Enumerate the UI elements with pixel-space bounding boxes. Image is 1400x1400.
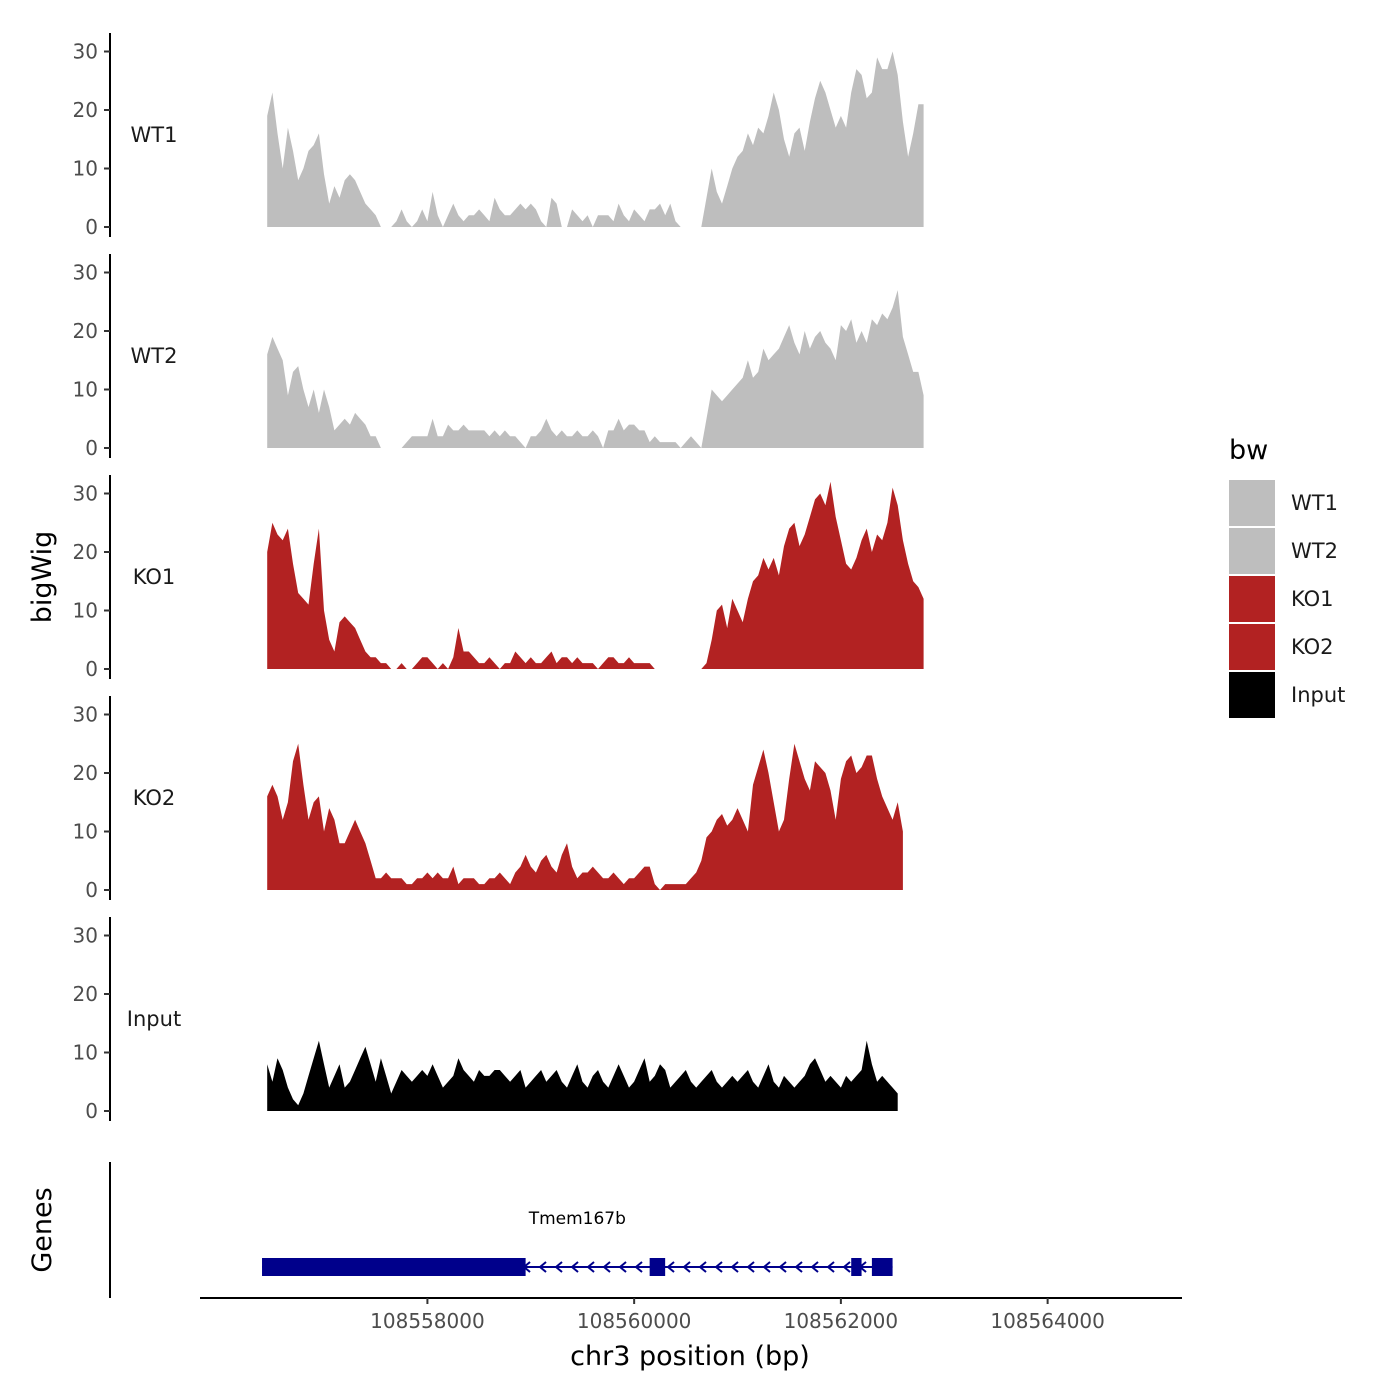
y-tick-label: 10 [73,157,98,181]
track-label-wt1: WT1 [131,123,178,147]
y-tick-label: 10 [73,1041,98,1065]
track-label-ko1: KO1 [133,565,176,589]
y-tick-label: 20 [73,98,98,122]
strand-arrow [682,1261,691,1273]
gene-track: Genes Tmem167b [27,1162,893,1298]
y-tick-label: 30 [73,924,98,948]
x-tick-label: 108562000 [784,1309,899,1333]
y-tick-label: 10 [73,378,98,402]
track-wt2: 0 10 20 30 WT2 [73,254,924,460]
strand-arrow [826,1261,835,1273]
strand-arrow [730,1261,739,1273]
strand-arrow [794,1261,803,1273]
y-tick-label: 30 [73,40,98,64]
strand-arrow [842,1261,851,1273]
y-tick-label: 20 [73,761,98,785]
track-ko1: 0 10 20 30 KO1 [73,475,924,681]
track-label-input: Input [127,1007,181,1031]
y-tick-label: 10 [73,599,98,623]
x-axis: chr3 position (bp) 108558000 108560000 108… [200,1297,1182,1372]
gene-exon [649,1258,666,1276]
signal-area-wt1 [267,51,924,227]
bigwig-tracks: 0 10 20 30 WT1 0 10 20 30 WT2 0 10 20 30 KO1 0 10 20 30 KO2… [73,33,924,1123]
legend-label-ko1: KO1 [1291,587,1334,611]
signal-area-wt2 [267,290,924,448]
legend-label-wt1: WT1 [1291,491,1338,515]
gene-exon [262,1258,526,1276]
strand-arrow [810,1261,819,1273]
y-tick-label: 0 [85,878,98,902]
strand-arrow [698,1261,707,1273]
strand-arrow [602,1261,611,1273]
strand-arrow [554,1261,563,1273]
y-tick-label: 0 [85,1099,98,1123]
y-tick-label: 0 [85,436,98,460]
track-label-wt2: WT2 [131,344,178,368]
y-tick-label: 30 [73,261,98,285]
strand-arrow [538,1261,547,1273]
track-label-ko2: KO2 [133,786,176,810]
strand-arrow [778,1261,787,1273]
x-tick-label: 108564000 [990,1309,1105,1333]
y-tick-label: 20 [73,982,98,1006]
y-tick-label: 10 [73,820,98,844]
strand-arrow [714,1261,723,1273]
y-axis-title: bigWig [27,531,58,624]
strand-arrow [618,1261,627,1273]
legend-key-ko1 [1229,576,1275,622]
genes-axis-title: Genes [27,1187,58,1272]
x-tick-label: 108560000 [577,1309,692,1333]
signal-area-ko1 [267,481,924,669]
track-wt1: 0 10 20 30 WT1 [73,33,924,239]
legend-label-ko2: KO2 [1291,635,1334,659]
strand-arrow [586,1261,595,1273]
y-tick-label: 0 [85,215,98,239]
gene-exon [871,1258,893,1276]
signal-area-ko2 [267,743,903,890]
gene-name-label: Tmem167b [528,1209,626,1229]
strand-arrow [762,1261,771,1273]
legend-key-wt2 [1229,528,1275,574]
track-ko2: 0 10 20 30 KO2 [73,696,903,902]
y-tick-label: 20 [73,540,98,564]
x-tick-label: 108558000 [370,1309,485,1333]
strand-arrow [634,1261,643,1273]
legend: bw WT1 WT2 KO1 KO2 Input [1229,435,1345,718]
y-tick-label: 0 [85,657,98,681]
strand-arrow [666,1261,675,1273]
strand-arrow [570,1261,579,1273]
legend-title: bw [1229,435,1268,466]
y-tick-label: 20 [73,319,98,343]
gene-model: Tmem167b [262,1209,893,1276]
y-tick-label: 30 [73,703,98,727]
track-input: 0 10 20 30 Input [73,917,898,1123]
legend-label-wt2: WT2 [1291,539,1338,563]
strand-arrow [746,1261,755,1273]
legend-label-input: Input [1291,683,1345,707]
legend-key-input [1229,672,1275,718]
gene-exon [851,1258,862,1276]
x-axis-title: chr3 position (bp) [570,1341,810,1372]
legend-key-wt1 [1229,480,1275,526]
legend-key-ko2 [1229,624,1275,670]
signal-area-input [267,1040,898,1111]
y-tick-label: 30 [73,482,98,506]
